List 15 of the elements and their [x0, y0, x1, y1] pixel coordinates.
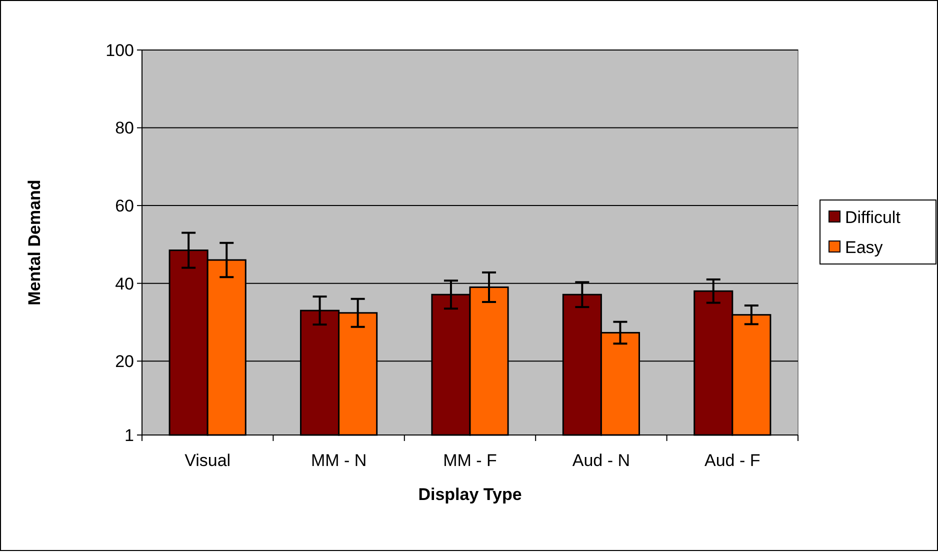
- y-tick-label: 80: [115, 118, 134, 138]
- y-tick-label: 40: [115, 274, 134, 294]
- x-axis-title: Display Type: [418, 485, 522, 504]
- legend-label: Easy: [845, 238, 884, 257]
- x-tick-label: MM - F: [443, 451, 497, 470]
- y-tick-label: 1: [124, 426, 134, 445]
- x-tick-label: Visual: [184, 451, 231, 470]
- legend-label: Difficult: [845, 208, 901, 227]
- y-tick-label: 100: [106, 40, 134, 60]
- x-tick-label: MM - N: [310, 451, 367, 470]
- y-axis-title: Mental Demand: [25, 180, 44, 306]
- y-tick-label: 20: [115, 352, 134, 372]
- x-tick-label: Aud - N: [572, 451, 630, 470]
- y-tick-label: 60: [115, 196, 134, 216]
- x-tick-label: Aud - F: [704, 451, 760, 470]
